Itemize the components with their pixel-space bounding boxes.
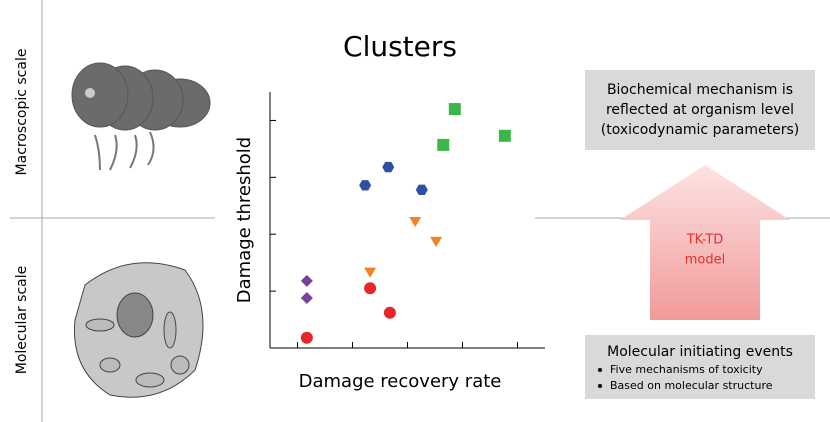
y-axis-label: Damage threshold bbox=[234, 137, 255, 303]
larva-icon bbox=[71, 62, 211, 171]
point bbox=[498, 129, 511, 142]
point bbox=[300, 291, 313, 304]
point bbox=[364, 282, 377, 295]
arrow bbox=[620, 165, 790, 320]
cell-icon bbox=[73, 262, 204, 398]
point bbox=[364, 267, 377, 278]
point bbox=[383, 306, 396, 319]
point bbox=[409, 216, 422, 228]
info-box bbox=[585, 335, 815, 399]
point bbox=[437, 138, 450, 151]
bullet-text: Based on molecular structure bbox=[610, 379, 773, 392]
point bbox=[430, 236, 443, 248]
chart-title: Clusters bbox=[343, 30, 457, 63]
box-text: (toxicodynamic parameters) bbox=[601, 122, 800, 138]
info-box bbox=[585, 70, 815, 150]
point bbox=[448, 103, 461, 116]
box-text: reflected at organism level bbox=[606, 102, 794, 118]
arrow-label: model bbox=[685, 253, 725, 268]
box-title: Molecular initiating events bbox=[607, 344, 793, 360]
point bbox=[359, 180, 372, 191]
arrow-label: TK-TD bbox=[686, 233, 724, 248]
bullet-text: Five mechanisms of toxicity bbox=[610, 363, 763, 376]
bullet bbox=[598, 368, 602, 372]
point bbox=[382, 161, 395, 173]
scale-label: Molecular scale bbox=[14, 266, 30, 374]
point bbox=[415, 184, 428, 196]
bullet bbox=[598, 384, 602, 388]
scale-label: Macroscopic scale bbox=[14, 49, 30, 176]
point bbox=[300, 274, 313, 287]
point bbox=[300, 331, 313, 344]
box-text: Biochemical mechanism is bbox=[607, 82, 793, 98]
x-axis-label: Damage recovery rate bbox=[299, 371, 502, 392]
